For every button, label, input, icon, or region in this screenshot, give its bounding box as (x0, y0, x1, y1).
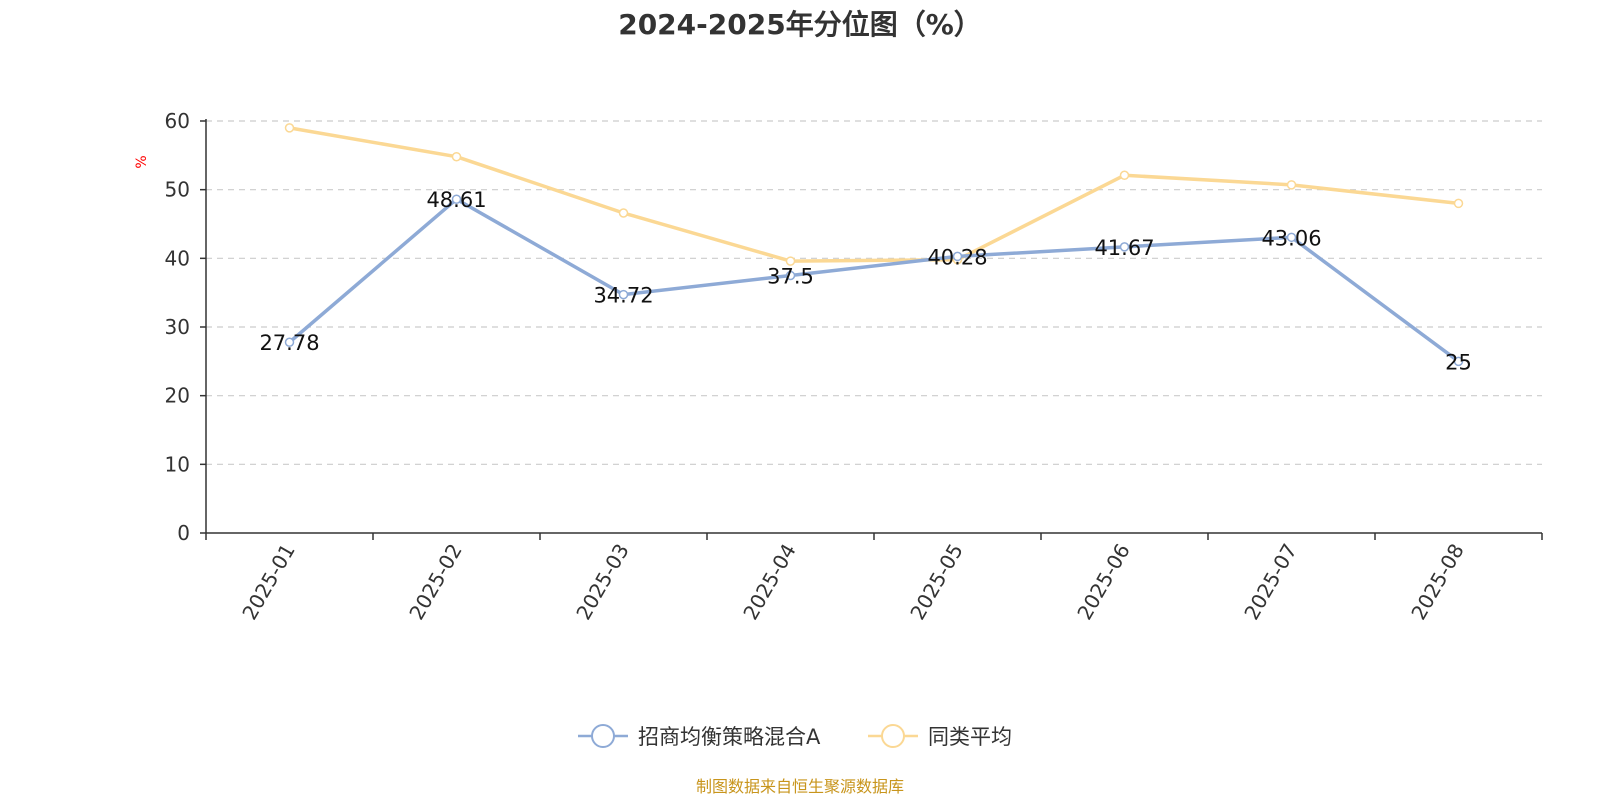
legend-circle-icon (591, 724, 615, 748)
legend-label: 招商均衡策略混合A (638, 725, 821, 749)
data-point (618, 289, 629, 300)
legend-circle-icon (881, 724, 905, 748)
data-point (451, 151, 462, 162)
legend-item-category-average: 同类平均 (868, 724, 1012, 749)
x-tick-label: 2025-03 (571, 540, 634, 624)
data-point (785, 270, 796, 281)
series-line (289, 126, 1459, 263)
data-point (1453, 198, 1464, 209)
grid-lines (206, 120, 1542, 465)
y-tick-label: 40 (165, 246, 190, 270)
series-category-average (284, 123, 1464, 266)
x-tick-label: 2025-07 (1239, 540, 1302, 624)
series-layer (284, 123, 1464, 367)
x-tick-label: 2025-08 (1406, 540, 1469, 624)
data-point (1119, 242, 1130, 252)
data-label: 37.5 (767, 265, 814, 289)
axes: 0 10 20 30 40 50 60 2025-01 2025-02 2025-03 2025-0… (165, 109, 1543, 624)
data-point (952, 251, 963, 262)
chart-title: 2024-2025年分位图（%） (618, 8, 982, 41)
x-tick-label: 2025-02 (404, 540, 467, 624)
legend: 招商均衡策略混合A 同类平均 (578, 724, 1012, 749)
data-label: 48.61 (426, 188, 486, 212)
y-tick-label: 60 (165, 109, 190, 133)
data-point (1286, 232, 1297, 243)
legend-label: 同类平均 (928, 725, 1012, 749)
x-tick-label: 2025-05 (905, 540, 968, 624)
data-label: 41.67 (1094, 236, 1154, 260)
y-axis-unit-label: % (134, 155, 150, 168)
legend-item-fund: 招商均衡策略混合A (578, 724, 821, 749)
data-source-note: 制图数据来自恒生聚源数据库 (696, 777, 904, 796)
data-label: 43.06 (1261, 226, 1321, 250)
y-tick-label: 30 (165, 315, 190, 339)
data-point (618, 208, 629, 218)
data-point (284, 337, 295, 347)
y-tick-label: 50 (165, 178, 190, 202)
data-point (1453, 356, 1464, 367)
y-tick-label: 0 (177, 521, 190, 545)
data-label: 34.72 (593, 284, 653, 308)
y-tick-label: 10 (165, 452, 190, 476)
data-label: 25 (1445, 350, 1472, 374)
data-labels: 27.78 48.61 34.72 37.5 40.28 41.67 43.06 25 (259, 188, 1471, 374)
series-line (288, 197, 1460, 363)
data-point (284, 123, 295, 133)
data-label: 40.28 (927, 245, 987, 269)
data-point (1286, 180, 1297, 190)
x-tick-label: 2025-06 (1072, 540, 1135, 624)
y-tick-label: 20 (165, 384, 190, 408)
x-tick-label: 2025-04 (738, 540, 801, 624)
data-point (1119, 170, 1130, 180)
series-fund (284, 194, 1464, 367)
data-label: 27.78 (259, 331, 319, 355)
data-point (451, 194, 462, 204)
x-tick-label: 2025-01 (237, 540, 300, 624)
data-point (785, 256, 796, 266)
